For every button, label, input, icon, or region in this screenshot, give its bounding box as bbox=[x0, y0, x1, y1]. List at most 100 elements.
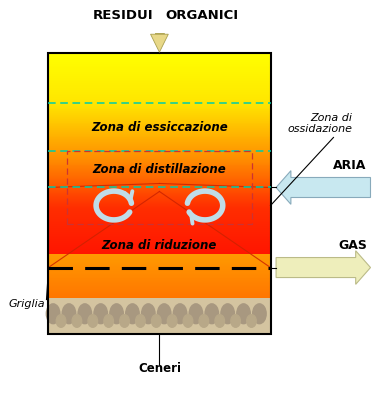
Bar bbox=[48, 117, 270, 119]
Text: Zona di riduzione: Zona di riduzione bbox=[102, 239, 217, 252]
Bar bbox=[48, 208, 270, 210]
Bar bbox=[48, 311, 270, 313]
Bar bbox=[48, 62, 270, 64]
Bar bbox=[48, 145, 270, 147]
Bar bbox=[48, 60, 270, 62]
Bar bbox=[48, 205, 270, 207]
Ellipse shape bbox=[72, 315, 82, 327]
Bar bbox=[48, 86, 270, 88]
Bar bbox=[48, 212, 270, 214]
Bar bbox=[48, 289, 270, 291]
Bar bbox=[48, 310, 270, 312]
Bar bbox=[48, 180, 270, 181]
Bar bbox=[48, 300, 270, 302]
Bar bbox=[48, 95, 270, 96]
Bar bbox=[48, 250, 270, 251]
Bar bbox=[48, 230, 270, 232]
Bar bbox=[48, 129, 270, 131]
Bar bbox=[48, 133, 270, 135]
Bar bbox=[48, 325, 270, 327]
Bar bbox=[48, 108, 270, 110]
Bar bbox=[48, 235, 270, 237]
Bar bbox=[48, 110, 270, 112]
Bar bbox=[48, 162, 270, 164]
Bar bbox=[48, 260, 270, 262]
Bar bbox=[48, 270, 270, 272]
Bar bbox=[48, 137, 270, 138]
Bar bbox=[48, 127, 270, 128]
Text: ARIA: ARIA bbox=[334, 159, 367, 172]
Text: Zona di distillazione: Zona di distillazione bbox=[93, 163, 226, 176]
Bar bbox=[48, 222, 270, 224]
Bar bbox=[48, 183, 270, 185]
Bar bbox=[48, 249, 270, 250]
Bar bbox=[48, 222, 270, 223]
Bar bbox=[48, 307, 270, 308]
Bar bbox=[48, 297, 270, 334]
Bar bbox=[48, 185, 270, 187]
Bar bbox=[48, 99, 270, 101]
Bar bbox=[48, 158, 270, 160]
Bar bbox=[48, 213, 270, 215]
Bar bbox=[48, 244, 270, 246]
Bar bbox=[48, 81, 270, 82]
Bar bbox=[48, 134, 270, 135]
Bar bbox=[48, 78, 270, 79]
Bar bbox=[48, 164, 270, 166]
Bar bbox=[48, 324, 270, 326]
Bar bbox=[48, 206, 270, 208]
Bar bbox=[48, 100, 270, 102]
Bar bbox=[48, 232, 270, 234]
Bar bbox=[48, 257, 270, 259]
Bar bbox=[48, 284, 270, 286]
Bar bbox=[48, 59, 270, 61]
Bar bbox=[48, 227, 270, 229]
Bar bbox=[48, 181, 270, 183]
Bar bbox=[48, 202, 270, 204]
Bar bbox=[48, 252, 270, 254]
Ellipse shape bbox=[173, 304, 187, 324]
Bar bbox=[48, 140, 270, 142]
Ellipse shape bbox=[104, 315, 113, 327]
Bar bbox=[48, 251, 270, 253]
Bar bbox=[48, 214, 270, 216]
Ellipse shape bbox=[142, 304, 155, 324]
Ellipse shape bbox=[126, 304, 139, 324]
Bar bbox=[48, 98, 270, 100]
Bar bbox=[48, 317, 270, 319]
Bar bbox=[48, 314, 270, 316]
Bar bbox=[48, 224, 270, 225]
Bar bbox=[48, 170, 270, 172]
Bar bbox=[155, 33, 164, 34]
Ellipse shape bbox=[215, 315, 224, 327]
Bar bbox=[48, 259, 270, 261]
Bar bbox=[48, 189, 270, 191]
Bar bbox=[48, 237, 270, 238]
Bar bbox=[48, 268, 270, 270]
Ellipse shape bbox=[157, 304, 171, 324]
Bar bbox=[48, 248, 270, 249]
Text: Griglia: Griglia bbox=[8, 299, 45, 309]
Bar bbox=[48, 285, 270, 287]
Bar bbox=[48, 144, 270, 146]
Bar bbox=[48, 161, 270, 163]
Bar bbox=[48, 91, 270, 93]
Bar bbox=[48, 229, 270, 231]
Bar bbox=[48, 106, 270, 108]
Bar bbox=[48, 217, 270, 219]
Ellipse shape bbox=[189, 304, 203, 324]
Bar bbox=[48, 125, 270, 127]
Ellipse shape bbox=[56, 315, 66, 327]
Bar bbox=[48, 186, 270, 188]
Bar bbox=[48, 155, 270, 157]
Bar bbox=[48, 326, 270, 328]
Bar bbox=[48, 89, 270, 91]
Bar bbox=[48, 209, 270, 210]
Bar bbox=[48, 75, 270, 77]
Bar bbox=[48, 69, 270, 71]
Bar bbox=[48, 131, 270, 133]
Bar bbox=[48, 293, 270, 294]
Bar bbox=[48, 104, 270, 106]
Bar bbox=[48, 54, 270, 56]
Bar bbox=[48, 281, 270, 283]
